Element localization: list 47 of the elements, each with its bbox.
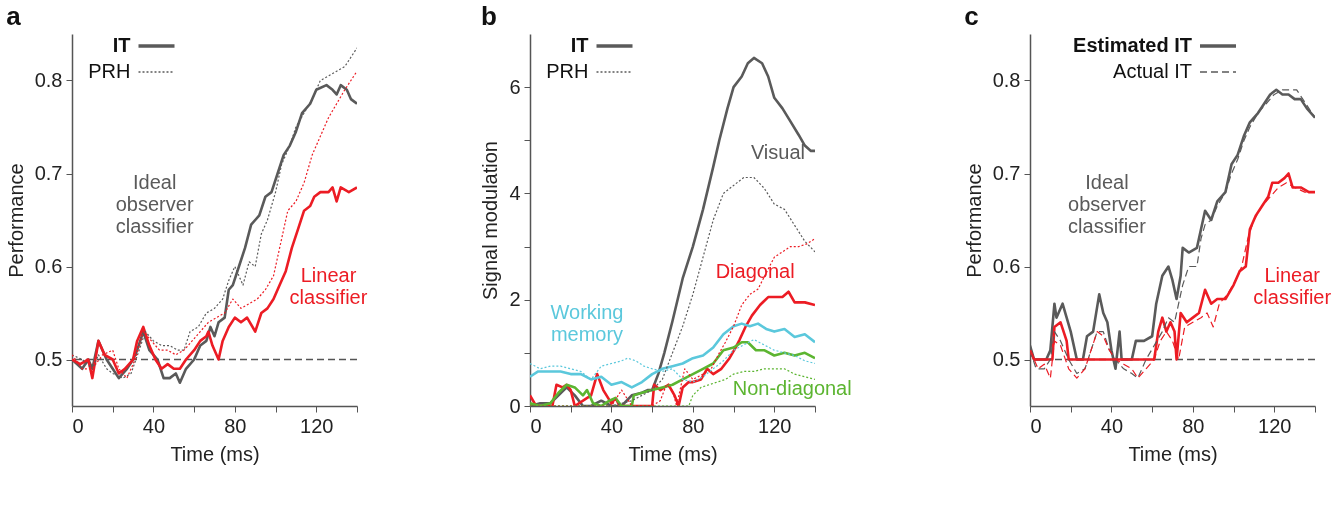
annotation: Working memory xyxy=(550,301,624,345)
legend-label: Estimated IT xyxy=(1073,34,1192,56)
x-axis-title: Time (ms) xyxy=(628,442,718,465)
x-tick-label: 120 xyxy=(758,414,792,437)
x-axis-title: Time (ms) xyxy=(170,442,260,465)
annotation: Linear classifier xyxy=(289,263,368,308)
y-axis-title: Signal modulation xyxy=(479,141,502,300)
x-tick-label: 40 xyxy=(1100,414,1124,437)
legend-label: Actual IT xyxy=(1113,60,1192,82)
x-tick-label: 0 xyxy=(530,414,542,437)
x-tick-label: 120 xyxy=(300,414,334,437)
x-tick-label: 0 xyxy=(1030,414,1042,437)
x-tick-label: 40 xyxy=(600,414,624,437)
chart-title: a xyxy=(6,1,22,31)
legend-label: PRH xyxy=(546,60,589,82)
y-tick-label: 0.8 xyxy=(992,69,1021,91)
y-axis-title: Performance xyxy=(4,163,27,278)
annotation: Ideal observer classifier xyxy=(115,170,194,237)
chart-title: c xyxy=(964,1,979,31)
y-tick-label: 0 xyxy=(509,394,521,417)
x-tick-label: 80 xyxy=(682,414,705,437)
legend-label: PRH xyxy=(88,60,131,82)
y-axis-title: Performance xyxy=(962,163,985,278)
y-tick-label: 0.6 xyxy=(34,255,63,277)
x-tick-label: 0 xyxy=(72,414,84,437)
annotation: Diagonal xyxy=(715,260,795,283)
y-tick-label: 0.7 xyxy=(992,162,1021,184)
chart-title: b xyxy=(480,1,497,31)
y-tick-label: 0.6 xyxy=(992,255,1021,277)
y-tick-label: 0.7 xyxy=(34,162,63,184)
y-tick-label: 0.5 xyxy=(992,348,1021,370)
legend-label: IT xyxy=(112,34,131,56)
y-tick-label: 2 xyxy=(509,288,521,311)
x-tick-label: 40 xyxy=(142,414,166,437)
legend-label: IT xyxy=(570,34,589,56)
x-tick-label: 80 xyxy=(1182,414,1205,437)
y-tick-label: 4 xyxy=(509,181,521,204)
y-tick-label: 0.5 xyxy=(34,348,63,370)
x-axis-title: Time (ms) xyxy=(1128,442,1218,465)
annotation: Linear classifier xyxy=(1253,263,1332,308)
annotation: Non-diagonal xyxy=(732,377,852,400)
y-tick-label: 0.8 xyxy=(34,69,63,91)
y-tick-label: 6 xyxy=(509,75,521,98)
annotation: Ideal observer classifier xyxy=(1068,170,1147,237)
x-tick-label: 80 xyxy=(224,414,247,437)
x-tick-label: 120 xyxy=(1258,414,1292,437)
annotation: Visual xyxy=(750,141,806,164)
